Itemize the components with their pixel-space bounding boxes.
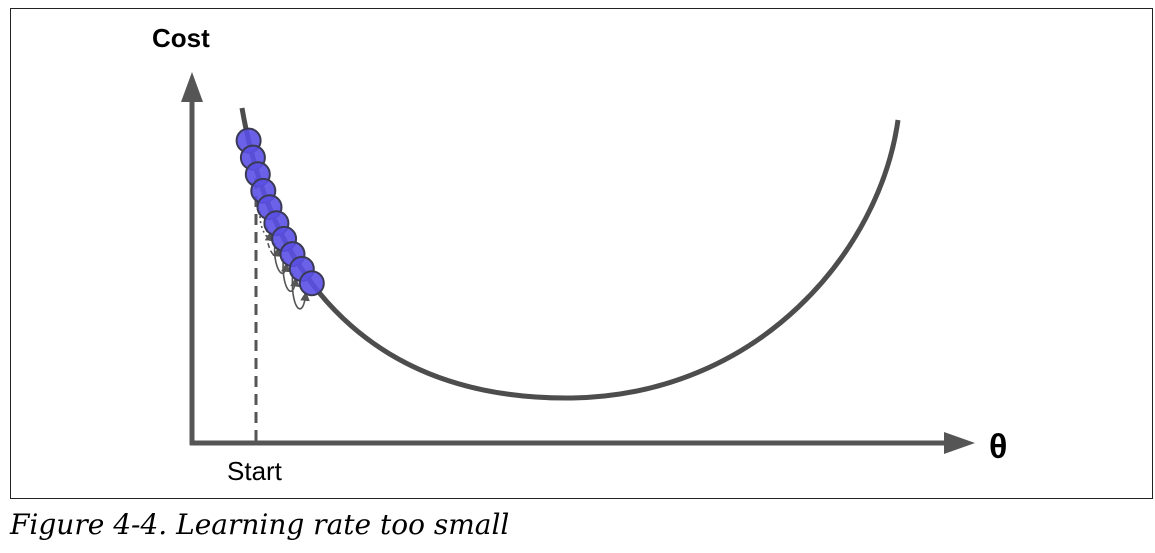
step-circles — [235, 127, 325, 297]
step-arrow-9 — [291, 272, 310, 310]
y-axis-arrow-icon — [181, 72, 203, 102]
start-label: Start — [227, 456, 283, 486]
cost-curve — [239, 107, 901, 401]
figure-caption: Figure 4-4. Learning rate too small — [10, 508, 509, 541]
caption-text: Learning rate too small — [176, 508, 510, 541]
figure-frame — [10, 8, 1153, 499]
step-point-10 — [298, 270, 325, 297]
step-arrow-8 — [282, 258, 300, 293]
step-arrows — [259, 211, 310, 310]
step-arrow-5 — [259, 211, 275, 242]
x-axis-label: θ — [989, 428, 1007, 466]
x-axis-arrow-icon — [944, 432, 975, 454]
caption-number: Figure 4-4. — [10, 508, 168, 541]
step-arrow-7 — [273, 242, 291, 275]
y-axis-label: Cost — [152, 23, 210, 53]
